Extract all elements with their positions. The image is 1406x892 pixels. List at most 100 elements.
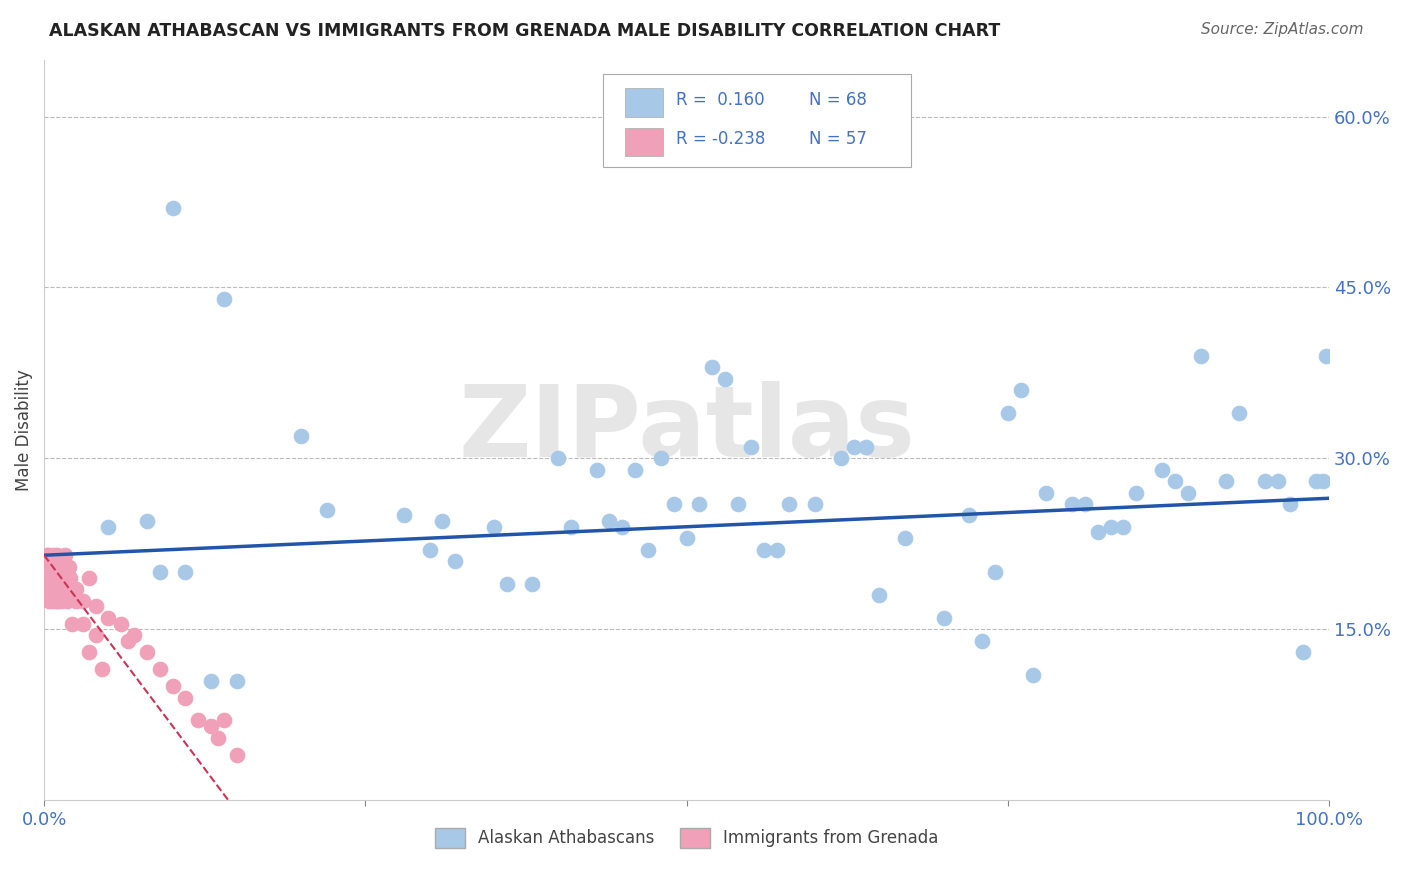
Point <box>44 559 66 574</box>
Point <box>984 566 1007 580</box>
Point <box>58 559 80 574</box>
Point <box>45 594 67 608</box>
Point <box>894 531 917 545</box>
Text: N = 57: N = 57 <box>808 130 866 148</box>
Point <box>35 548 58 562</box>
Text: ALASKAN ATHABASCAN VS IMMIGRANTS FROM GRENADA MALE DISABILITY CORRELATION CHART: ALASKAN ATHABASCAN VS IMMIGRANTS FROM GR… <box>49 22 1001 40</box>
Point <box>39 588 62 602</box>
Point <box>1074 497 1097 511</box>
Point <box>135 514 157 528</box>
Point <box>482 520 505 534</box>
Point <box>868 588 890 602</box>
Point <box>59 588 82 602</box>
Point <box>149 662 172 676</box>
Point <box>842 440 865 454</box>
Point <box>675 531 697 545</box>
Point <box>38 594 60 608</box>
Point <box>650 451 672 466</box>
Point <box>547 451 569 466</box>
Point <box>46 582 69 597</box>
Point <box>752 542 775 557</box>
Point <box>1150 463 1173 477</box>
Point <box>432 514 454 528</box>
Point <box>41 566 63 580</box>
Point <box>37 548 59 562</box>
Point <box>612 520 634 534</box>
Point <box>702 360 724 375</box>
Point <box>174 566 197 580</box>
Point <box>778 497 800 511</box>
Point <box>34 566 56 580</box>
Point <box>598 514 620 528</box>
FancyBboxPatch shape <box>624 128 664 156</box>
Point <box>60 616 83 631</box>
Point <box>637 542 659 557</box>
Point <box>84 628 107 642</box>
Point <box>46 594 69 608</box>
Point <box>45 571 67 585</box>
Point <box>804 497 827 511</box>
Point <box>200 673 222 688</box>
Point <box>65 582 87 597</box>
Text: N = 68: N = 68 <box>808 91 866 110</box>
Point <box>122 628 145 642</box>
Point <box>207 731 229 745</box>
Point <box>187 714 209 728</box>
Point <box>162 201 184 215</box>
Point <box>110 616 132 631</box>
Point <box>997 406 1019 420</box>
Point <box>38 571 60 585</box>
Point <box>560 520 582 534</box>
Point <box>1227 406 1250 420</box>
Point <box>42 571 65 585</box>
Point <box>49 594 72 608</box>
Point <box>39 559 62 574</box>
Point <box>1305 474 1327 488</box>
Point <box>290 428 312 442</box>
Point <box>35 571 58 585</box>
Point <box>727 497 749 511</box>
Point <box>32 554 55 568</box>
Point <box>1315 349 1337 363</box>
Point <box>1254 474 1277 488</box>
Point <box>1022 668 1045 682</box>
Point <box>855 440 877 454</box>
Point <box>77 571 100 585</box>
Point <box>90 662 112 676</box>
Point <box>48 576 70 591</box>
Point <box>932 611 955 625</box>
Point <box>662 497 685 511</box>
Point <box>97 520 120 534</box>
Point <box>51 571 73 585</box>
FancyBboxPatch shape <box>624 88 664 117</box>
Point <box>585 463 607 477</box>
Point <box>44 588 66 602</box>
Point <box>55 582 77 597</box>
Y-axis label: Male Disability: Male Disability <box>15 369 32 491</box>
Point <box>1112 520 1135 534</box>
Point <box>212 714 235 728</box>
Point <box>1189 349 1212 363</box>
Point <box>135 645 157 659</box>
Point <box>688 497 710 511</box>
Point <box>1279 497 1302 511</box>
Point <box>714 371 737 385</box>
Point <box>1292 645 1315 659</box>
Point <box>56 594 79 608</box>
Point <box>42 548 65 562</box>
Point <box>225 673 247 688</box>
Point <box>65 594 87 608</box>
Point <box>97 611 120 625</box>
Text: R = -0.238: R = -0.238 <box>676 130 766 148</box>
Text: Source: ZipAtlas.com: Source: ZipAtlas.com <box>1201 22 1364 37</box>
Point <box>1010 383 1032 397</box>
Point <box>1060 497 1083 511</box>
Point <box>52 588 75 602</box>
Point <box>522 576 544 591</box>
Point <box>212 292 235 306</box>
Point <box>59 571 82 585</box>
Point <box>32 571 55 585</box>
Point <box>200 719 222 733</box>
Point <box>117 633 139 648</box>
Point <box>53 548 76 562</box>
